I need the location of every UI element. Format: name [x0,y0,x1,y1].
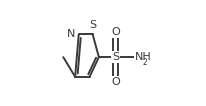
Text: N: N [67,29,76,39]
Text: 2: 2 [143,58,147,67]
Text: S: S [112,52,119,62]
Text: NH: NH [135,52,152,62]
Text: O: O [111,27,120,37]
Text: O: O [111,77,120,87]
Text: S: S [89,20,96,30]
